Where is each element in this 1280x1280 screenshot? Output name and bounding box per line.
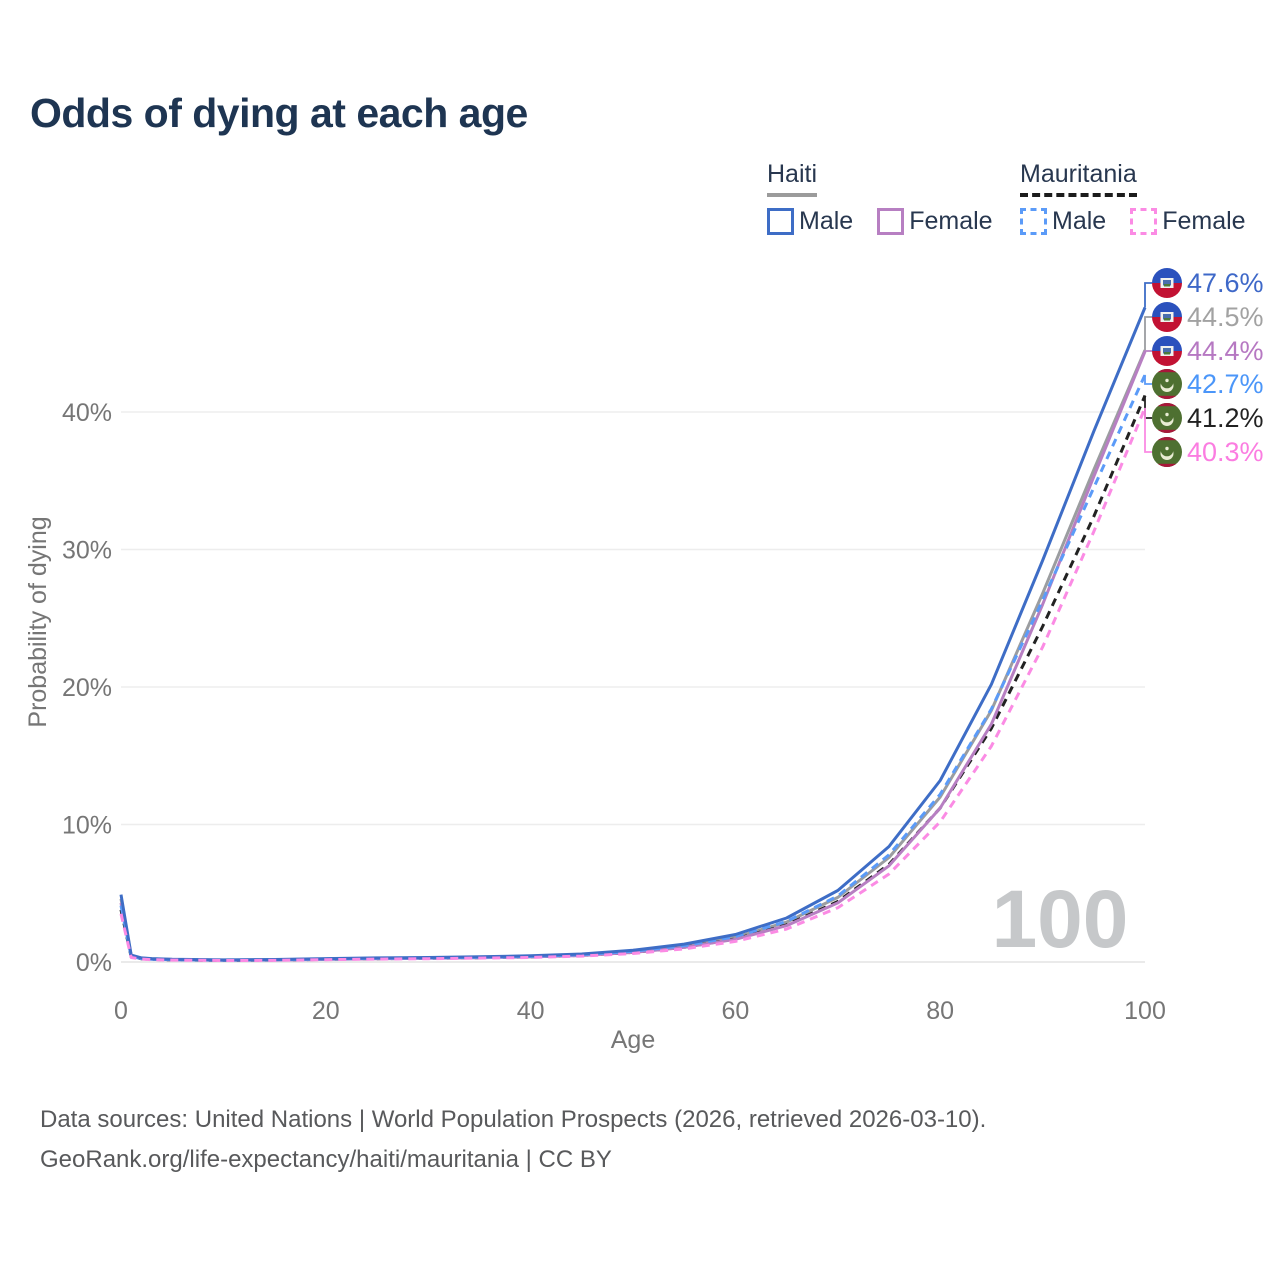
end-label-leader — [1144, 395, 1152, 419]
end-label-leader — [1144, 374, 1152, 385]
haiti-flag-icon — [1152, 302, 1182, 332]
end-label-leader — [1144, 282, 1152, 308]
series-line-haiti-female[interactable] — [119, 350, 1147, 962]
age-counter-watermark: 100 — [992, 874, 1129, 965]
series-line-mauritania-male[interactable] — [119, 374, 1147, 962]
end-value-label-haiti-both-sexes[interactable]: 44.5% — [1187, 302, 1264, 332]
legend-label: Female — [909, 207, 993, 235]
x-tick-label: 40 — [517, 997, 545, 1025]
series-line-haiti-both-sexes[interactable] — [119, 349, 1147, 962]
line-chart: 100 47.6% 44.5% 44.4%42.7% 41.2% 40.3% 0% 10%… — [24, 268, 1264, 1054]
end-value-label-haiti-male[interactable]: 47.6% — [1187, 268, 1264, 298]
data-sources-text: Data sources: United Nations | World Pop… — [40, 1106, 987, 1133]
series-line-haiti-male[interactable] — [119, 306, 1147, 962]
legend-haiti-male[interactable]: Male — [767, 207, 853, 236]
legend-label: Male — [799, 207, 854, 235]
x-tick-label: 80 — [926, 997, 954, 1025]
y-tick-label: 10% — [62, 812, 112, 840]
x-tick-label: 60 — [721, 997, 749, 1025]
legend-mauritania-header[interactable]: Mauritania — [1020, 160, 1137, 197]
legend-mauritania-male[interactable]: Male — [1020, 207, 1106, 236]
legend-group-haiti: Haiti Male Female — [767, 160, 993, 236]
end-value-label-mauritania-both-sexes[interactable]: 41.2% — [1187, 403, 1264, 433]
x-tick-label: 0 — [114, 997, 128, 1025]
end-value-label-haiti-female[interactable]: 44.4% — [1187, 336, 1264, 366]
legend-mauritania-female[interactable]: Female — [1130, 207, 1246, 236]
attribution-text: GeoRank.org/life-expectancy/haiti/maurit… — [40, 1146, 612, 1173]
mauritania-flag-icon — [1152, 437, 1182, 467]
end-label-leader — [1144, 316, 1152, 351]
series-line-mauritania-female[interactable] — [119, 407, 1147, 962]
legend-haiti-header[interactable]: Haiti — [767, 160, 818, 197]
mauritania-male-swatch-icon — [1020, 208, 1047, 235]
y-tick-label: 40% — [62, 399, 112, 427]
mauritania-flag-icon — [1152, 369, 1182, 399]
legend-haiti-female[interactable]: Female — [877, 207, 993, 236]
y-axis-title: Probability of dying — [24, 516, 52, 727]
page-title: Odds of dying at each age — [30, 90, 528, 136]
legend-group-mauritania: Mauritania Male Female — [1020, 160, 1246, 236]
haiti-male-swatch-icon — [767, 208, 794, 235]
x-axis-title: Age — [611, 1026, 655, 1054]
end-value-label-mauritania-male[interactable]: 42.7% — [1187, 369, 1264, 399]
mauritania-female-swatch-icon — [1130, 208, 1158, 235]
y-tick-label: 0% — [76, 949, 112, 977]
x-tick-label: 100 — [1124, 997, 1166, 1025]
x-tick-label: 20 — [312, 997, 340, 1025]
legend-label: Female — [1162, 207, 1246, 235]
end-value-label-mauritania-female[interactable]: 40.3% — [1187, 437, 1264, 467]
legend-label: Male — [1052, 207, 1107, 235]
y-tick-label: 20% — [62, 674, 112, 702]
haiti-flag-icon — [1152, 336, 1182, 366]
haiti-flag-icon — [1152, 268, 1182, 298]
end-label-leader — [1144, 407, 1152, 453]
haiti-female-swatch-icon — [877, 208, 905, 235]
mauritania-flag-icon — [1152, 403, 1182, 433]
y-tick-label: 30% — [62, 537, 112, 565]
end-label-leader — [1144, 350, 1152, 352]
